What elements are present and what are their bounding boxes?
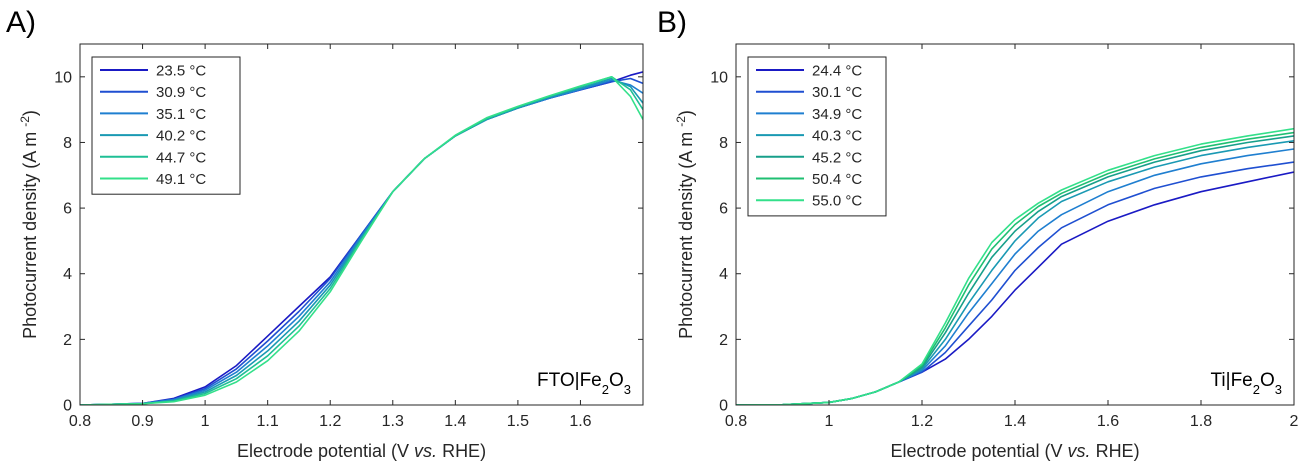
- y-axis-label: Photocurrent density (A m -2): [18, 110, 40, 339]
- x-tick-label: 1.3: [382, 413, 404, 430]
- legend-item-label: 35.1 °C: [156, 106, 206, 123]
- x-tick-label: 0.8: [725, 413, 747, 430]
- series-group: [80, 71, 643, 405]
- legend-item-label: 45.2 °C: [812, 149, 862, 166]
- x-tick-label: 1.4: [444, 413, 466, 430]
- legend-item-label: 30.1 °C: [812, 84, 862, 101]
- series-line-6: [80, 76, 643, 405]
- x-tick-label: 1.2: [319, 413, 341, 430]
- series-line-7: [736, 127, 1294, 405]
- legend-item-label: 44.7 °C: [156, 149, 206, 166]
- y-tick-label: 4: [63, 266, 72, 283]
- chart-panel-a: A) 0.8 0.9 1 1.1 1.2 1.3 1.4 1.5 1.6 0 2 4 6 8 10 Electr…: [6, 6, 644, 461]
- legend-item-label: 24.4 °C: [812, 63, 862, 80]
- y-tick-label: 2: [719, 332, 728, 349]
- x-tick-label: 1.8: [1190, 413, 1212, 430]
- y-tick-label: 2: [63, 332, 72, 349]
- series-group: [736, 127, 1294, 405]
- legend-item-label: 34.9 °C: [812, 106, 862, 123]
- legend-item-label: 40.2 °C: [156, 128, 206, 145]
- x-tick-label: 1.2: [911, 413, 933, 430]
- legend-item-label: 30.9 °C: [156, 84, 206, 101]
- panel-annotation: FTO|Fe2O3: [537, 370, 631, 397]
- x-tick-label: 1.4: [1004, 413, 1026, 430]
- x-tick-label: 1.6: [569, 413, 591, 430]
- panel-label: A): [6, 6, 36, 39]
- legend: 23.5 °C 30.9 °C 35.1 °C 40.2 °C 44.7 °C 49.1 …: [91, 56, 241, 195]
- panel-annotation: Ti|Fe2O3: [1211, 370, 1282, 397]
- x-tick-label: 0.9: [131, 413, 153, 430]
- legend-box: [747, 56, 887, 217]
- legend: 24.4 °C 30.1 °C 34.9 °C 40.3 °C 45.2 °C 50.4 …: [747, 56, 887, 217]
- y-tick-label: 10: [54, 69, 72, 86]
- y-tick-label: 8: [63, 135, 72, 152]
- y-tick-label: 4: [719, 266, 728, 283]
- x-tick-label: 1.5: [507, 413, 529, 430]
- legend-item-label: 23.5 °C: [156, 63, 206, 80]
- y-axis-label: Photocurrent density (A m -2): [674, 110, 696, 339]
- legend-box: [91, 56, 241, 195]
- y-tick-label: 6: [719, 201, 728, 218]
- legend-item-label: 49.1 °C: [156, 171, 206, 188]
- y-tick-label: 0: [719, 398, 728, 415]
- x-tick-label: 1: [201, 413, 210, 430]
- legend-item-label: 50.4 °C: [812, 171, 862, 188]
- x-tick-label: 2: [1290, 413, 1299, 430]
- y-tick-label: 0: [63, 398, 72, 415]
- chart-panel-b: B) 0.8 1 1.2 1.4 1.6 1.8 2 0 2 4 6 8 10 Electrode pote…: [657, 6, 1299, 461]
- plot-frame: [79, 43, 644, 406]
- x-tick-label: 1: [825, 413, 834, 430]
- x-axis-label: Electrode potential (V vs. RHE): [890, 441, 1139, 461]
- x-axis-label: Electrode potential (V vs. RHE): [237, 441, 486, 461]
- x-tick-label: 0.8: [69, 413, 91, 430]
- y-tick-label: 8: [719, 135, 728, 152]
- x-tick-label: 1.6: [1097, 413, 1119, 430]
- y-tick-label: 10: [710, 69, 728, 86]
- x-tick-label: 1.1: [257, 413, 279, 430]
- y-tick-label: 6: [63, 201, 72, 218]
- legend-item-label: 55.0 °C: [812, 193, 862, 210]
- panel-label: B): [657, 6, 687, 39]
- legend-item-label: 40.3 °C: [812, 128, 862, 145]
